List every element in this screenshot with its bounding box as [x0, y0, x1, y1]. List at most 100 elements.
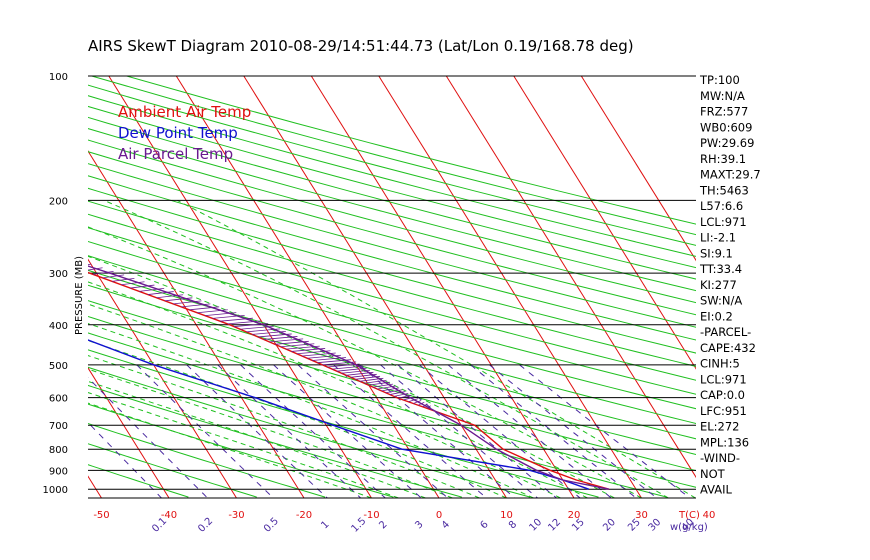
- cape-hatch-line: [336, 367, 367, 372]
- pressure-tick-label: 500: [49, 361, 68, 372]
- dry-adiabat-line: [88, 349, 599, 498]
- cape-hatch-line: [317, 359, 352, 364]
- mixing-ratio-line: [240, 364, 386, 498]
- cape-hatch-line: [181, 303, 211, 308]
- moist-adiabat-line: [88, 255, 615, 498]
- mixing-ratio-tick-label: 12: [546, 517, 563, 534]
- indices-panel-item: PW:29.69: [700, 136, 754, 150]
- indices-panel-item: LCL:971: [700, 215, 747, 229]
- legend-dew-point-temp: Dew Point Temp: [118, 124, 238, 142]
- dry-adiabat-line: [88, 284, 696, 456]
- mixing-ratio-line: [217, 364, 362, 498]
- cape-hatch-line: [285, 345, 320, 350]
- cape-hatch-line: [234, 323, 268, 327]
- indices-panel-item: MAXT:29.7: [700, 168, 761, 182]
- y-axis-label: PRESSURE (MB): [74, 256, 85, 335]
- isotherm-line: [88, 475, 102, 498]
- mixing-ratio-line: [186, 364, 328, 498]
- cape-hatch-line: [263, 336, 298, 340]
- cape-hatch-line: [111, 277, 135, 282]
- mixing-ratio-tick-label: 8: [507, 519, 519, 531]
- mixing-ratio-tick-label: 1: [319, 519, 331, 531]
- indices-panel-item: L57:6.6: [700, 199, 743, 213]
- mixing-ratio-tick-label: 2: [377, 519, 389, 531]
- cape-hatch-line: [197, 309, 228, 314]
- cape-hatch-line: [307, 354, 341, 359]
- cape-hatch-line: [408, 398, 418, 403]
- indices-panel-item: MW:N/A: [700, 89, 745, 103]
- dry-adiabat-line: [88, 95, 696, 257]
- cape-hatch-line: [350, 373, 377, 378]
- cape-hatch-line: [252, 331, 286, 335]
- pressure-tick-label: 400: [49, 321, 68, 332]
- isotherm-line: [243, 76, 507, 498]
- isobar-grid: [88, 75, 696, 499]
- moist-adiabat-line: [88, 355, 480, 498]
- mixing-ratio-line: [88, 376, 208, 498]
- bottom-temp-tick-label: -20: [296, 510, 312, 521]
- cape-hatch-line: [341, 369, 371, 374]
- moist-adiabat-line: [88, 368, 453, 498]
- pressure-tick-label: 100: [49, 72, 68, 83]
- cape-hatch-line: [220, 317, 253, 322]
- indices-panel-item: FRZ:577: [700, 105, 748, 119]
- pressure-tick-label: 600: [49, 394, 68, 405]
- cape-hatch-line: [355, 375, 381, 380]
- dry-adiabat-line: [88, 227, 696, 395]
- cape-hatch-line: [121, 281, 145, 286]
- mixing-ratio-line: [489, 364, 658, 498]
- cape-hatch-line: [372, 383, 393, 388]
- pressure-tick-label: 300: [49, 269, 68, 280]
- mixing-ratio-tick-label: 3: [413, 519, 425, 531]
- bottom-temp-tick-label: -40: [161, 510, 177, 521]
- moist-adiabat-line: [88, 380, 426, 498]
- legend-ambient-air-temp: Ambient Air Temp: [118, 103, 251, 121]
- mixing-ratio-line: [397, 364, 557, 498]
- pressure-tick-label: 800: [49, 445, 68, 456]
- indices-panel-item: LFC:951: [700, 404, 747, 418]
- cape-hatch-line: [164, 297, 193, 302]
- cape-hatch-line: [269, 338, 304, 343]
- isotherm-line: [513, 76, 696, 370]
- pressure-tick-label: 900: [49, 466, 68, 477]
- mixing-ratio-line: [470, 364, 637, 498]
- isotherm-line: [88, 366, 170, 498]
- cape-hatch-line: [212, 315, 245, 319]
- dry-adiabat-line: [88, 187, 696, 354]
- bottom-temp-tick-label: -30: [228, 510, 244, 521]
- indices-panel-item: TT:33.4: [699, 262, 742, 276]
- cape-hatch-line: [92, 270, 114, 275]
- indices-panel-item: WB0:609: [700, 120, 752, 134]
- cape-hatch-line: [246, 328, 280, 333]
- indices-panel-item: AVAIL: [700, 483, 733, 497]
- dry-adiabat-line: [88, 151, 696, 316]
- cape-hatch-line: [204, 312, 237, 316]
- temp-unit-label: T(C): [678, 510, 700, 521]
- pressure-tick-label: 1000: [43, 485, 68, 496]
- indices-panel-item: CAPE:432: [700, 341, 756, 355]
- bottom-temp-tick-label: -10: [363, 510, 379, 521]
- cape-hatch-line: [301, 352, 336, 357]
- cape-hatch-line: [88, 267, 103, 271]
- mixing-ratio-tick-label: 0.2: [196, 516, 215, 535]
- indices-panel-item: KI:277: [700, 278, 737, 292]
- dry-adiabat-line: [88, 139, 696, 304]
- cape-hatch-line: [274, 340, 309, 345]
- mixing-ratio-line: [88, 421, 162, 498]
- chart-title: AIRS SkewT Diagram 2010-08-29/14:51:44.7…: [88, 37, 634, 55]
- cape-hatch-line: [364, 379, 387, 384]
- cape-hatch-line: [257, 333, 292, 338]
- dry-adiabat-line: [88, 213, 696, 381]
- cape-hatch-line: [389, 391, 406, 395]
- cape-hatch-line: [240, 325, 274, 330]
- dry-adiabat-line: [88, 366, 531, 498]
- mixing-ratio-line: [359, 364, 516, 498]
- cape-hatch-line: [377, 385, 397, 390]
- mixing-ratio-line: [136, 364, 274, 498]
- dry-adiabat-line: [88, 175, 696, 341]
- cape-hatching: [88, 263, 431, 409]
- dry-adiabat-line: [88, 116, 696, 280]
- cape-hatch-line: [346, 371, 374, 376]
- indices-panel-item: RH:39.1: [700, 152, 746, 166]
- legend-air-parcel-temp: Air Parcel Temp: [118, 145, 233, 163]
